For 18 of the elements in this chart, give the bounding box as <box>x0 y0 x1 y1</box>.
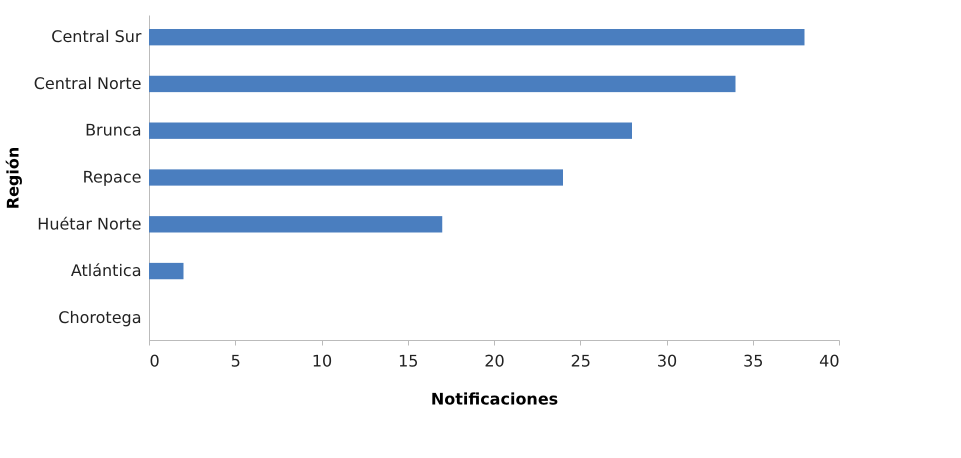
x-axis-title: Notificaciones <box>430 390 558 408</box>
x-tick-label: 15 <box>398 352 418 370</box>
x-tick-label: 0 <box>150 352 160 370</box>
x-tick-label: 20 <box>484 352 505 370</box>
y-tick-label: Atlántica <box>70 261 142 280</box>
x-tick-label: 10 <box>312 352 332 370</box>
x-tick-label: 5 <box>230 352 241 370</box>
y-tick-label: Central Norte <box>34 74 142 93</box>
y-tick-label: Repace <box>82 168 142 186</box>
y-tick-label: Huétar Norte <box>37 214 142 234</box>
y-tick-label: Chorotega <box>58 308 142 327</box>
x-tick-label: 30 <box>656 352 678 370</box>
y-axis-title: Región <box>4 146 23 210</box>
y-tick-label: Central Sur <box>51 27 142 46</box>
x-tick-label: 25 <box>570 352 591 370</box>
x-tick-label: 40 <box>819 352 840 370</box>
y-tick-label: Brunca <box>85 120 142 140</box>
x-tick-label: 35 <box>743 352 764 370</box>
